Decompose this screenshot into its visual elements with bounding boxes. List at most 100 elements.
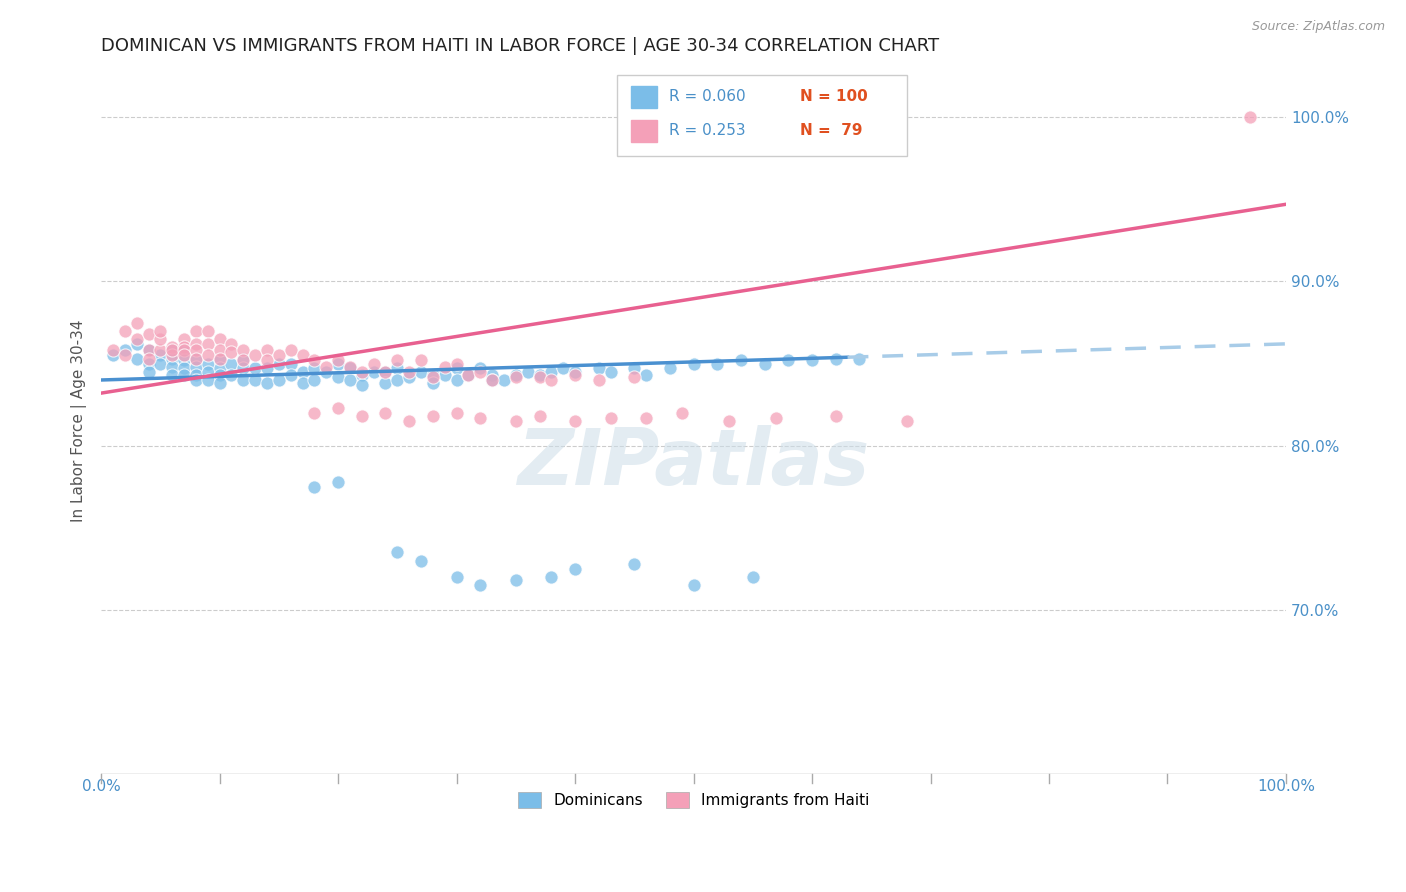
Point: [718, 414, 741, 428]
Point: [765, 410, 787, 425]
Point: [160, 368, 183, 382]
Point: [636, 410, 658, 425]
Point: [315, 365, 337, 379]
Text: DOMINICAN VS IMMIGRANTS FROM HAITI IN LABOR FORCE | AGE 30-34 CORRELATION CHART: DOMINICAN VS IMMIGRANTS FROM HAITI IN LA…: [101, 37, 939, 55]
Point: [588, 361, 610, 376]
Text: R = 0.253: R = 0.253: [669, 123, 745, 138]
Point: [173, 361, 195, 376]
Point: [588, 373, 610, 387]
Point: [599, 410, 621, 425]
Point: [446, 373, 468, 387]
Point: [682, 578, 704, 592]
Point: [564, 414, 586, 428]
Point: [149, 357, 172, 371]
Point: [232, 343, 254, 358]
Point: [125, 336, 148, 351]
Point: [173, 343, 195, 358]
Point: [409, 365, 432, 379]
Point: [326, 369, 349, 384]
Bar: [631, 120, 657, 142]
Point: [197, 348, 219, 362]
Point: [208, 361, 231, 376]
Point: [540, 365, 562, 379]
Point: [374, 365, 396, 379]
Point: [173, 348, 195, 362]
Point: [529, 369, 551, 384]
Point: [256, 343, 278, 358]
Point: [221, 357, 243, 371]
Point: [326, 475, 349, 489]
Point: [304, 353, 326, 368]
Point: [564, 562, 586, 576]
Point: [197, 365, 219, 379]
Point: [101, 343, 124, 358]
Point: [304, 361, 326, 376]
Point: [623, 361, 645, 376]
Point: [529, 368, 551, 382]
Point: [481, 373, 503, 387]
Point: [173, 353, 195, 368]
Point: [232, 353, 254, 368]
Point: [599, 365, 621, 379]
Point: [470, 578, 492, 592]
Point: [457, 368, 479, 382]
Point: [304, 406, 326, 420]
Point: [125, 351, 148, 366]
Point: [671, 406, 693, 420]
Point: [326, 353, 349, 368]
Point: [197, 336, 219, 351]
Point: [160, 348, 183, 362]
Point: [232, 373, 254, 387]
Point: [350, 368, 373, 382]
Point: [326, 357, 349, 371]
Point: [173, 332, 195, 346]
Point: [160, 340, 183, 354]
Point: [291, 348, 314, 362]
Point: [138, 343, 160, 358]
Point: [505, 368, 527, 382]
Point: [114, 348, 136, 362]
Point: [350, 365, 373, 379]
Point: [184, 368, 207, 382]
Point: [457, 368, 479, 382]
Point: [1239, 110, 1261, 124]
Point: [160, 343, 183, 358]
Point: [339, 361, 361, 376]
Point: [101, 348, 124, 362]
Point: [409, 353, 432, 368]
Point: [173, 343, 195, 358]
Point: [623, 369, 645, 384]
Point: [374, 365, 396, 379]
Point: [350, 378, 373, 392]
Y-axis label: In Labor Force | Age 30-34: In Labor Force | Age 30-34: [72, 320, 87, 523]
Point: [398, 365, 420, 379]
Point: [256, 353, 278, 368]
Point: [138, 326, 160, 341]
Point: [564, 368, 586, 382]
Point: [208, 368, 231, 382]
Point: [315, 359, 337, 374]
Point: [481, 373, 503, 387]
Point: [363, 365, 385, 379]
Point: [232, 351, 254, 366]
Point: [173, 368, 195, 382]
Point: [291, 365, 314, 379]
Point: [706, 357, 728, 371]
Point: [125, 316, 148, 330]
Point: [505, 414, 527, 428]
Point: [446, 406, 468, 420]
Point: [208, 353, 231, 368]
Text: N =  79: N = 79: [800, 123, 863, 138]
Point: [505, 574, 527, 588]
Point: [114, 324, 136, 338]
Point: [160, 343, 183, 358]
Point: [208, 343, 231, 358]
Point: [409, 554, 432, 568]
Point: [280, 357, 302, 371]
Point: [232, 361, 254, 376]
Point: [173, 340, 195, 354]
Point: [741, 570, 763, 584]
Point: [446, 357, 468, 371]
Point: [540, 373, 562, 387]
Point: [778, 353, 800, 368]
